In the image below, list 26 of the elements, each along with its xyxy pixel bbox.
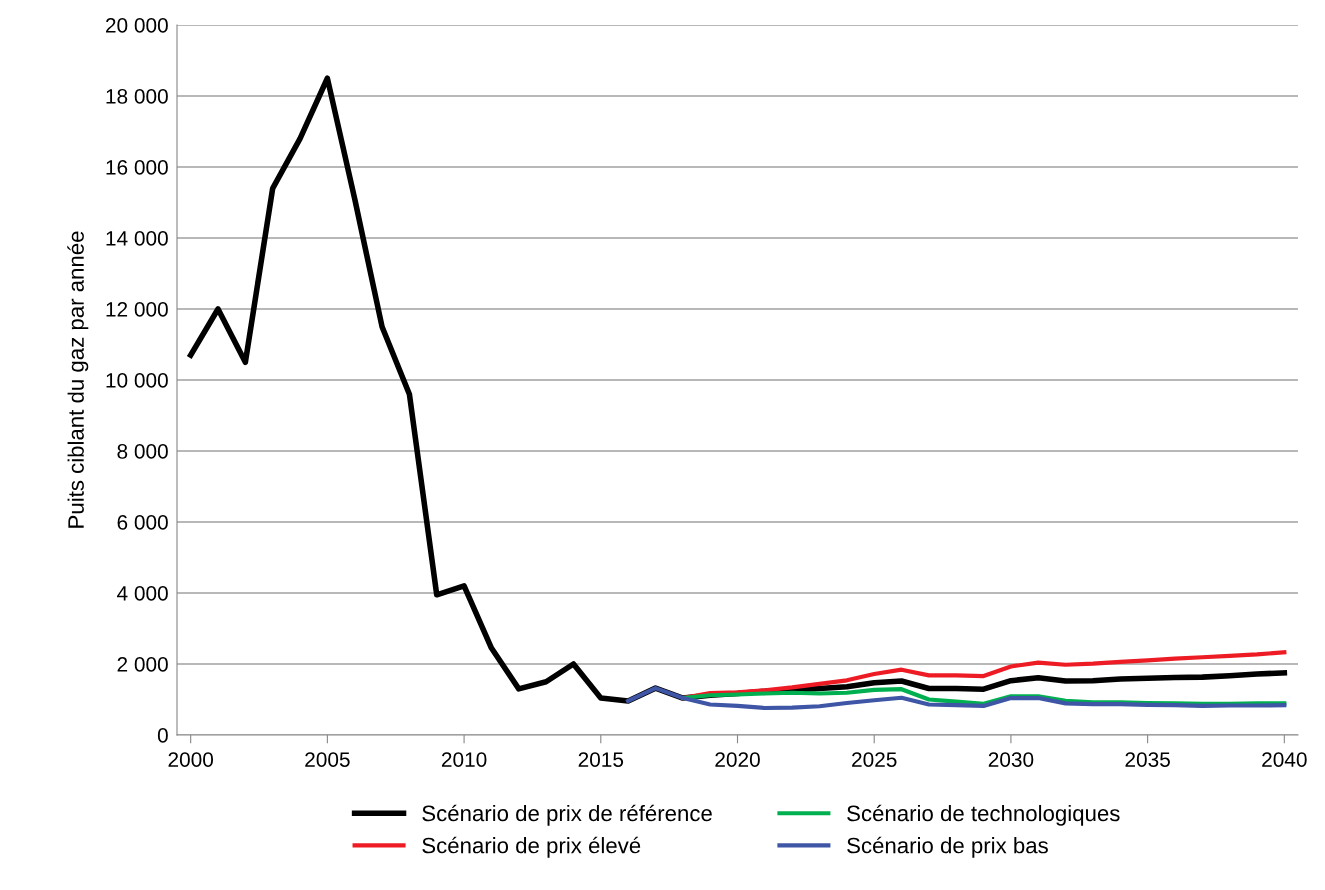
y-tick-label: 20 000 (106, 18, 168, 33)
y-tick-label: 6 000 (117, 515, 168, 530)
x-tick-label: 2035 (1125, 752, 1170, 767)
y-tick-label: 16 000 (106, 160, 168, 175)
x-tick-label: 2000 (168, 752, 214, 767)
y-tick-label: 4 000 (117, 586, 168, 601)
y-tick-label: 14 000 (106, 231, 168, 246)
line-series (626, 686, 1287, 711)
x-tick-label: 2040 (1262, 752, 1307, 767)
legend-label: Scénario de prix élevé (422, 836, 641, 858)
y-tick-label: 2 000 (117, 657, 168, 672)
y-axis-title: Puits ciblant du gaz par année (67, 231, 89, 528)
y-tick-label: 8 000 (117, 444, 168, 459)
x-tick-label: 2020 (715, 752, 760, 767)
legend-label: Scénario de prix de référence (422, 804, 712, 826)
y-tick-label: 10 000 (106, 373, 168, 388)
legend-label: Scénario de technologiques (847, 804, 1120, 826)
x-tick-label: 2015 (578, 752, 624, 767)
y-tick-label: 0 (157, 728, 168, 743)
y-tick-label: 18 000 (106, 89, 168, 104)
x-tick-label: 2010 (441, 752, 487, 767)
x-tick-label: 2005 (305, 752, 350, 767)
y-tick-label: 12 000 (106, 302, 168, 317)
x-tick-label: 2025 (852, 752, 897, 767)
x-tick-label: 2030 (988, 752, 1034, 767)
legend-label: Scénario de prix bas (847, 836, 1048, 858)
